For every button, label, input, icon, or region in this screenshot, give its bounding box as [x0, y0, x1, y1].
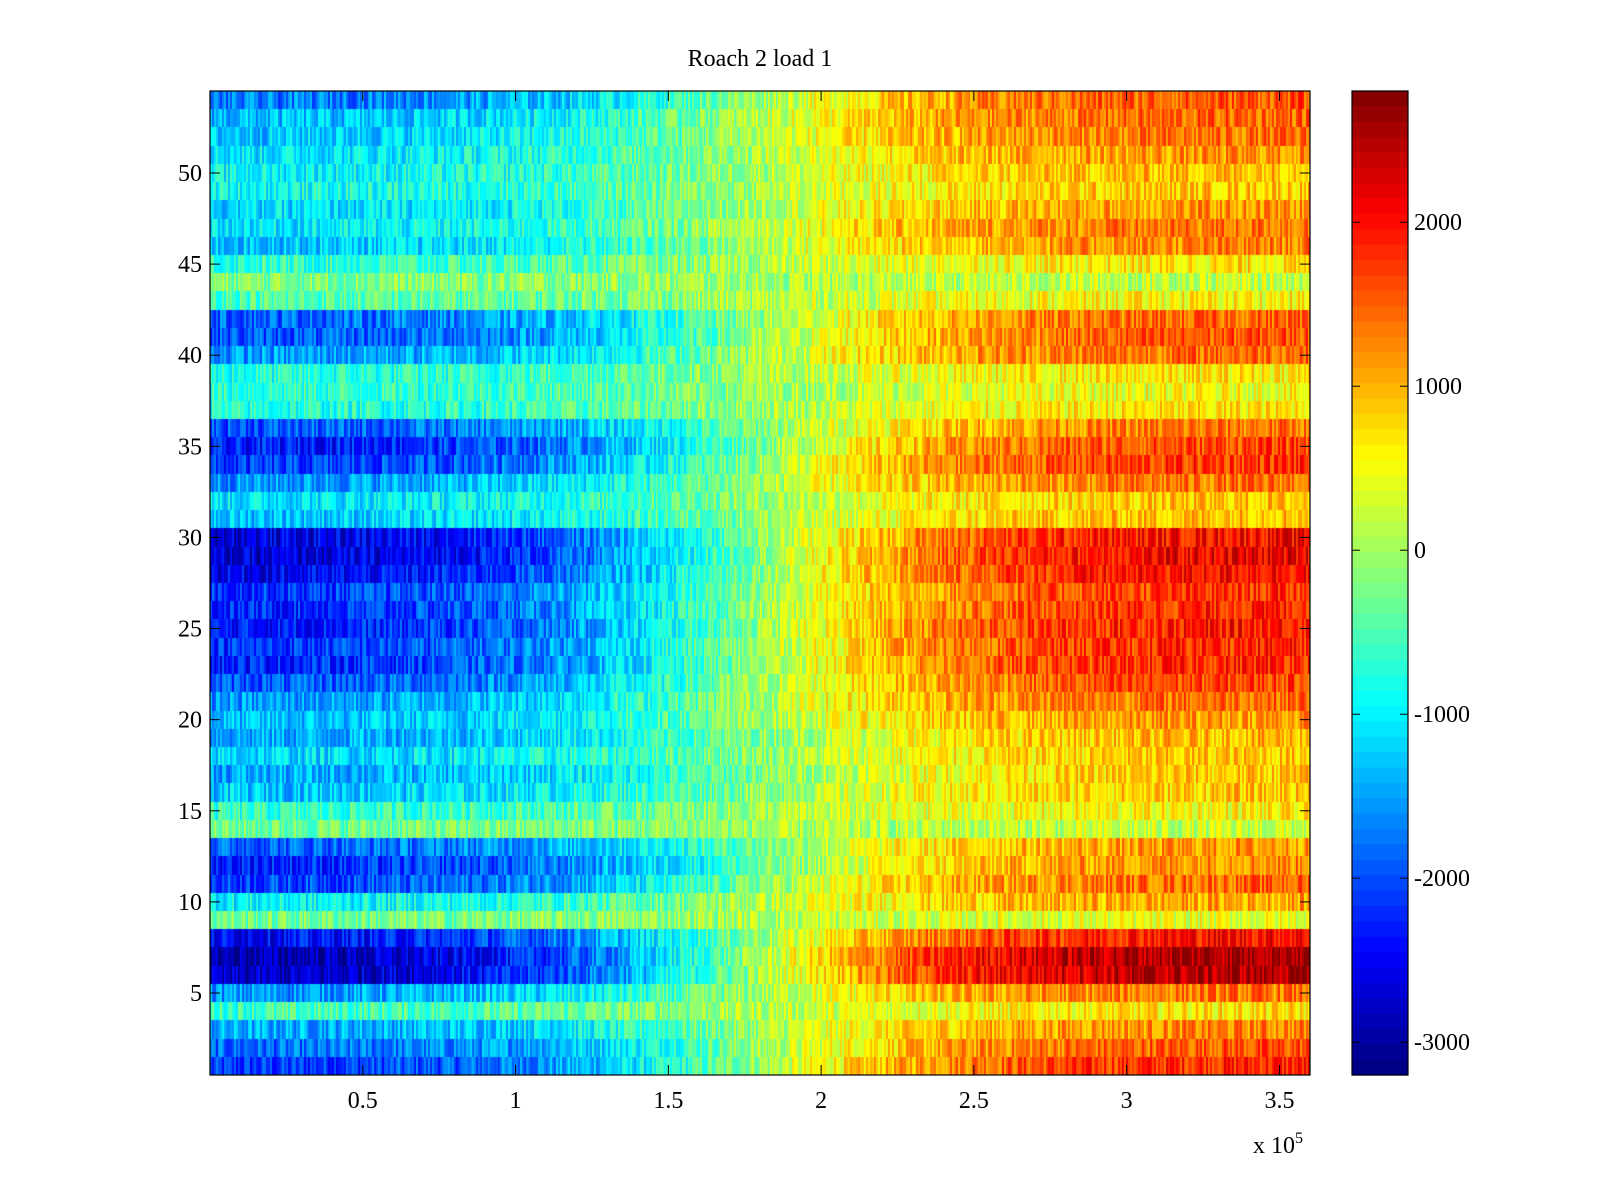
y-tick-label: 30 — [178, 525, 202, 551]
colorbar-band — [1352, 367, 1408, 384]
colorbar-tick-label: 1000 — [1414, 374, 1462, 400]
colorbar-band — [1352, 552, 1408, 569]
colorbar-band — [1352, 859, 1408, 876]
colorbar: 2000 1000 0 -1000 -2000 -3000 — [1351, 90, 1470, 1076]
colorbar-band — [1352, 352, 1408, 369]
colorbar-band — [1352, 167, 1408, 184]
colorbar-band — [1352, 982, 1408, 999]
y-tick-label: 40 — [178, 343, 202, 369]
y-tick-label: 45 — [178, 252, 202, 278]
y-tick-label: 25 — [178, 617, 202, 643]
y-axis: 5 10 15 20 25 30 35 40 45 50 — [178, 161, 1310, 1007]
colorbar-tick-label: -3000 — [1414, 1030, 1470, 1056]
x-multiplier-label: x 105 — [1253, 1130, 1303, 1159]
colorbar-band — [1352, 275, 1408, 292]
colorbar-band — [1352, 952, 1408, 968]
y-tick-label: 20 — [178, 708, 202, 734]
colorbar-band — [1352, 290, 1408, 307]
colorbar-band — [1352, 936, 1408, 953]
colorbar-band — [1352, 91, 1408, 107]
colorbar-band — [1352, 321, 1408, 338]
colorbar-band — [1352, 736, 1408, 753]
colorbar-band — [1352, 506, 1408, 523]
plot-frame — [209, 90, 1311, 1076]
colorbar-band — [1352, 398, 1408, 415]
colorbar-band — [1352, 121, 1408, 138]
colorbar-band — [1352, 1013, 1408, 1030]
heatmap-plot-area — [210, 91, 1310, 1075]
colorbar-band — [1352, 721, 1408, 738]
colorbar-band — [1352, 752, 1408, 769]
colorbar-band — [1352, 198, 1408, 215]
colorbar-band — [1352, 106, 1408, 123]
colorbar-tick-label: 2000 — [1414, 210, 1462, 236]
x-tick-label: 2 — [815, 1088, 827, 1114]
x-tick-label: 0.5 — [348, 1088, 378, 1114]
colorbar-band — [1352, 229, 1408, 246]
colorbar-band — [1352, 875, 1408, 892]
colorbar-band — [1352, 183, 1408, 200]
colorbar-frame — [1351, 90, 1409, 1076]
colorbar-band — [1352, 829, 1408, 845]
colorbar-band — [1352, 613, 1408, 630]
colorbar-band — [1352, 444, 1408, 461]
colorbar-band — [1352, 137, 1408, 154]
colorbar-band — [1352, 967, 1408, 984]
x-tick-label: 1 — [510, 1088, 522, 1114]
colorbar-band — [1352, 429, 1408, 446]
colorbar-band — [1352, 813, 1408, 830]
colorbar-band — [1352, 782, 1408, 799]
x-multiplier-exponent: 5 — [1295, 1130, 1303, 1147]
colorbar-band — [1352, 844, 1408, 861]
colorbar-band — [1352, 690, 1408, 707]
y-tick-label: 35 — [178, 434, 202, 460]
y-tick-label: 10 — [178, 890, 202, 916]
colorbar-band — [1352, 260, 1408, 277]
colorbar-band — [1352, 998, 1408, 1015]
colorbar-band — [1352, 890, 1408, 907]
x-tick-label: 2.5 — [959, 1088, 989, 1114]
colorbar-band — [1352, 490, 1408, 507]
colorbar-band — [1352, 1059, 1408, 1076]
y-tick-label: 15 — [178, 799, 202, 825]
colorbar-band — [1352, 921, 1408, 938]
colorbar-band — [1352, 675, 1408, 692]
colorbar-band — [1352, 1028, 1408, 1045]
colorbar-band — [1352, 460, 1408, 476]
colorbar-band — [1352, 383, 1408, 400]
colorbar-band — [1352, 659, 1408, 676]
colorbar-band — [1352, 583, 1408, 599]
colorbar-band — [1352, 629, 1408, 646]
colorbar-band — [1352, 1044, 1408, 1061]
x-tick-label: 1.5 — [653, 1088, 683, 1114]
colorbar-band — [1352, 905, 1408, 922]
chart-title: Roach 2 load 1 — [688, 46, 833, 72]
colorbar-band — [1352, 244, 1408, 261]
x-tick-label: 3.5 — [1264, 1088, 1294, 1114]
colorbar-band — [1352, 152, 1408, 169]
colorbar-band — [1352, 536, 1408, 553]
colorbar-band — [1352, 413, 1408, 430]
colorbar-band — [1352, 521, 1408, 538]
colorbar-band — [1352, 767, 1408, 784]
colorbar-band — [1352, 706, 1408, 722]
heatmap-image — [210, 91, 1310, 1075]
x-tick-label: 3 — [1121, 1088, 1133, 1114]
colorbar-band — [1352, 644, 1408, 661]
colorbar-band — [1352, 214, 1408, 230]
colorbar-band — [1352, 598, 1408, 615]
x-axis: 0.5 1 1.5 2 2.5 3 3.5 — [348, 91, 1294, 1114]
colorbar-tick-label: 0 — [1414, 538, 1426, 564]
colorbar-tick-label: -2000 — [1414, 866, 1470, 892]
colorbar-band — [1352, 337, 1408, 353]
colorbar-band — [1352, 798, 1408, 815]
colorbar-band — [1352, 306, 1408, 323]
y-tick-label: 50 — [178, 161, 202, 187]
colorbar-band — [1352, 475, 1408, 492]
colorbar-tick-label: -1000 — [1414, 702, 1470, 728]
colorbar-band — [1352, 567, 1408, 584]
y-tick-label: 5 — [190, 981, 202, 1007]
